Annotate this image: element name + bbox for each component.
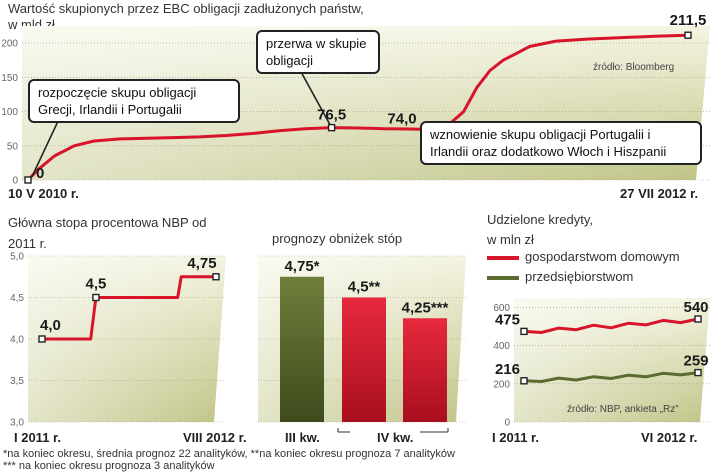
legend-swatch-households — [487, 256, 519, 260]
forecast-bar-label: 4,75* — [284, 258, 319, 275]
credits-source-label: źródło: NBP, ankieta „Rz” — [567, 404, 679, 415]
credits-point-marker — [520, 377, 528, 385]
credits-y-tick-label: 200 — [493, 379, 510, 390]
forecast-bar-label: 4,25*** — [402, 299, 449, 316]
credits-point-label: 259 — [683, 353, 708, 370]
ecb-point-marker — [24, 176, 32, 184]
footnote-line-2: *** na koniec okresu prognoza 3 analityk… — [3, 460, 215, 472]
ecb-callout-connector-start — [31, 116, 61, 177]
nbp-rate-chart-title: Główna stopa procentowa NBP od 2011 r. — [8, 215, 207, 251]
nbp-point-marker — [92, 293, 100, 302]
nbp-y-tick-label: 3,5 — [10, 376, 24, 387]
credits-point-label: 475 — [495, 311, 520, 328]
nbp-point-label: 4,0 — [40, 317, 61, 334]
nbp-y-tick-label: 3,0 — [10, 418, 24, 429]
nbp-point-label: 4,5 — [86, 276, 107, 293]
nbp-y-tick-label: 5,0 — [10, 252, 24, 263]
legend-label-households: gospodarstwom domowym — [525, 249, 680, 264]
forecast-bar-label: 4,5** — [348, 279, 381, 296]
credits-companies-line — [523, 371, 699, 383]
forecast-bar — [342, 297, 386, 422]
ecb-series-line — [26, 33, 690, 182]
ecb-y-tick-label: 100 — [1, 107, 18, 118]
ecb-y-tick-label: 50 — [7, 141, 19, 152]
ecb-x-start-label: 10 V 2010 r. — [8, 186, 79, 201]
forecast-chart-title: prognozy obniżek stóp — [272, 231, 403, 246]
forecast-group-label-q3: III kw. — [285, 430, 320, 445]
credits-y-tick-label: 0 — [504, 418, 510, 429]
callout-purchase-resume: wznowienie skupu obligacji Portugalii i … — [420, 121, 702, 165]
credits-point-marker — [694, 315, 702, 323]
credits-households-line — [523, 317, 699, 334]
forecast-group-label-q4: IV kw. — [377, 430, 414, 445]
forecast-bar — [403, 318, 447, 422]
credits-point-marker — [520, 327, 528, 336]
ecb-y-tick-label: 200 — [1, 39, 18, 50]
ecb-chart-title: Wartość skupionych przez EBC obligacji z… — [8, 1, 364, 16]
credits-y-tick-label: 600 — [493, 303, 510, 314]
nbp-point-label: 4,75 — [187, 255, 216, 272]
ecb-point-marker — [684, 31, 692, 39]
legend-label-companies: przedsiębiorstwom — [525, 269, 634, 284]
ecb-source-label: źródło: Bloomberg — [593, 62, 675, 73]
credits-x-end-label: VI 2012 r. — [641, 430, 698, 445]
credits-chart-title: Udzielone kredyty, — [487, 212, 593, 227]
nbp-y-tick-label: 4,0 — [10, 335, 24, 346]
credits-y-tick-label: 400 — [493, 341, 510, 352]
nbp-x-start-label: I 2011 r. — [14, 430, 61, 445]
ecb-point-label: 74,0 — [387, 110, 416, 127]
ecb-point-marker — [327, 123, 336, 132]
ecb-point-label: 211,5 — [670, 12, 707, 29]
callout-purchase-pause: przerwa w skupie obligacji — [256, 30, 380, 74]
nbp-point-marker — [212, 273, 220, 281]
ecb-point-label: 0 — [36, 165, 44, 182]
credits-point-label: 216 — [495, 361, 520, 378]
nbp-series-line — [42, 275, 216, 341]
ecb-y-tick-label: 150 — [1, 73, 18, 84]
legend-swatch-companies — [487, 276, 519, 280]
ecb-x-end-label: 27 VII 2012 r. — [620, 186, 699, 201]
credits-x-start-label: I 2011 r. — [492, 430, 539, 445]
credits-point-marker — [694, 368, 702, 377]
ecb-y-tick-label: 0 — [12, 176, 18, 187]
forecast-q4-bracket-ends — [337, 428, 449, 432]
credits-point-label: 540 — [683, 299, 708, 316]
callout-start-purchase: rozpoczęcie skupu obligacji Grecji, Irla… — [28, 79, 240, 123]
footnote-line-1: *na koniec okresu, średnia prognoz 22 an… — [3, 448, 455, 460]
nbp-y-tick-label: 4,5 — [10, 293, 24, 304]
forecast-bar — [280, 276, 324, 422]
ecb-callout-connector-pause — [299, 69, 333, 129]
nbp-point-marker — [38, 335, 46, 343]
credits-chart-subtitle: w mln zł — [487, 232, 534, 247]
nbp-x-end-label: VIII 2012 r. — [183, 430, 247, 445]
ecb-point-label: 76,5 — [317, 107, 346, 124]
